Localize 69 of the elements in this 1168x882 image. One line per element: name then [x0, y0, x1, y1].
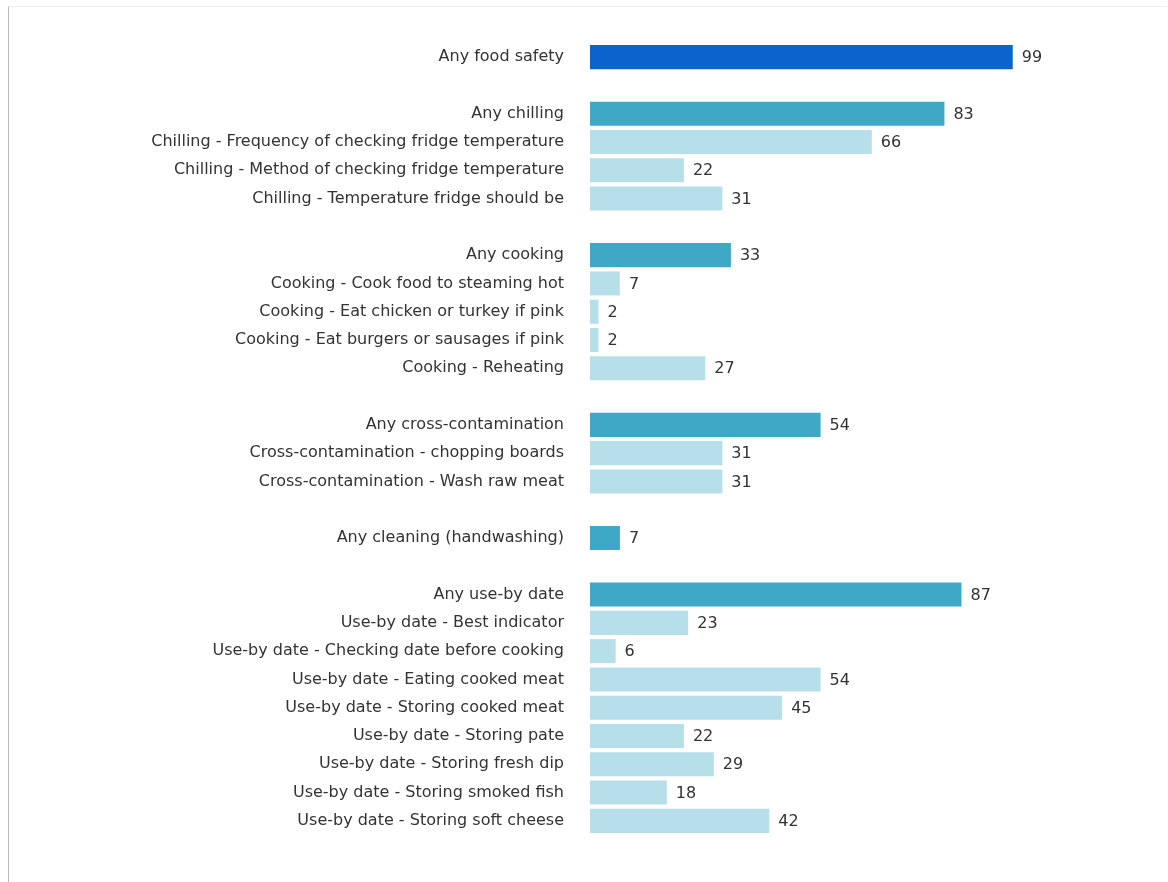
y-tick-label: Chilling - Frequency of checking fridge temperature [151, 131, 564, 151]
data-label: 83 [953, 103, 974, 123]
bar [590, 441, 723, 466]
data-label: 7 [628, 273, 640, 293]
data-label: 54 [829, 415, 850, 435]
data-label: 45 [791, 697, 812, 717]
data-label: 27 [714, 358, 735, 378]
bar [590, 695, 783, 720]
y-tick-label: Any cleaning (handwashing) [336, 527, 564, 547]
bar [590, 327, 599, 353]
data-label: 7 [628, 528, 640, 548]
y-tick-label: Any cross-contamination [365, 414, 564, 434]
y-tick-label: Use-by date - Best indicator [340, 612, 565, 632]
data-label: 87 [970, 584, 991, 604]
y-tick-label: Use-by date - Checking date before cooking [212, 640, 564, 660]
y-tick-label: Use-by date - Storing cooked meat [285, 696, 564, 716]
data-label: 6 [624, 641, 635, 661]
data-label: 18 [675, 782, 697, 802]
y-tick-label: Cross-contamination - chopping boards [249, 442, 564, 462]
data-label: 99 [1021, 47, 1043, 67]
bar [590, 158, 684, 183]
bar [590, 271, 620, 296]
bar [590, 412, 821, 437]
data-label: 22 [692, 160, 714, 180]
bar [590, 299, 599, 324]
bar [590, 752, 714, 777]
y-tick-label: Cooking - Reheating [402, 357, 564, 377]
y-tick-label: Cross-contamination - Wash raw meat [258, 470, 564, 490]
bar [590, 469, 723, 494]
y-tick-label: Chilling - Temperature fridge should be [252, 187, 564, 207]
y-tick-label: Use-by date - Storing fresh dip [318, 753, 564, 773]
y-tick-label: Cooking - Cook food to steaming hot [270, 272, 564, 292]
bar [590, 129, 872, 155]
data-label: 31 [731, 443, 752, 463]
bar [590, 525, 620, 551]
bar [590, 780, 667, 805]
data-label: 22 [692, 726, 714, 746]
data-label: 31 [731, 471, 752, 491]
bar [590, 808, 770, 833]
y-tick-label: Use-by date - Storing smoked fish [292, 781, 564, 801]
bar [590, 101, 945, 126]
y-tick-label: Any use-by date [433, 583, 564, 603]
y-tick-label: Use-by date - Storing soft cheese [297, 810, 564, 830]
data-label: 33 [739, 245, 761, 265]
data-label: 42 [778, 811, 799, 831]
data-label: 66 [880, 132, 902, 152]
bar [590, 356, 706, 381]
bar [590, 582, 962, 607]
bar [590, 243, 731, 268]
y-tick-label: Cooking - Eat burgers or sausages if pink [234, 329, 565, 349]
bar [590, 639, 616, 664]
bar [590, 667, 821, 692]
data-label: 54 [829, 669, 850, 689]
data-label: 2 [607, 301, 618, 321]
y-tick-label: Use-by date - Eating cooked meat [291, 668, 564, 688]
data-label: 31 [731, 188, 752, 208]
bar [590, 45, 1013, 70]
y-tick-label: Any cooking [465, 244, 564, 264]
data-label: 2 [607, 330, 618, 350]
data-label: 29 [722, 754, 744, 774]
bar [590, 186, 723, 211]
y-tick-label: Cooking - Eat chicken or turkey if pink [259, 300, 565, 320]
bar [590, 610, 689, 635]
y-tick-label: Use-by date - Storing pate [352, 725, 564, 745]
y-tick-label: Any food safety [438, 46, 564, 66]
bar [590, 723, 684, 749]
data-label: 23 [697, 613, 718, 633]
y-tick-label: Chilling - Method of checking fridge temperature [173, 159, 564, 179]
y-tick-label: Any chilling [471, 102, 564, 122]
